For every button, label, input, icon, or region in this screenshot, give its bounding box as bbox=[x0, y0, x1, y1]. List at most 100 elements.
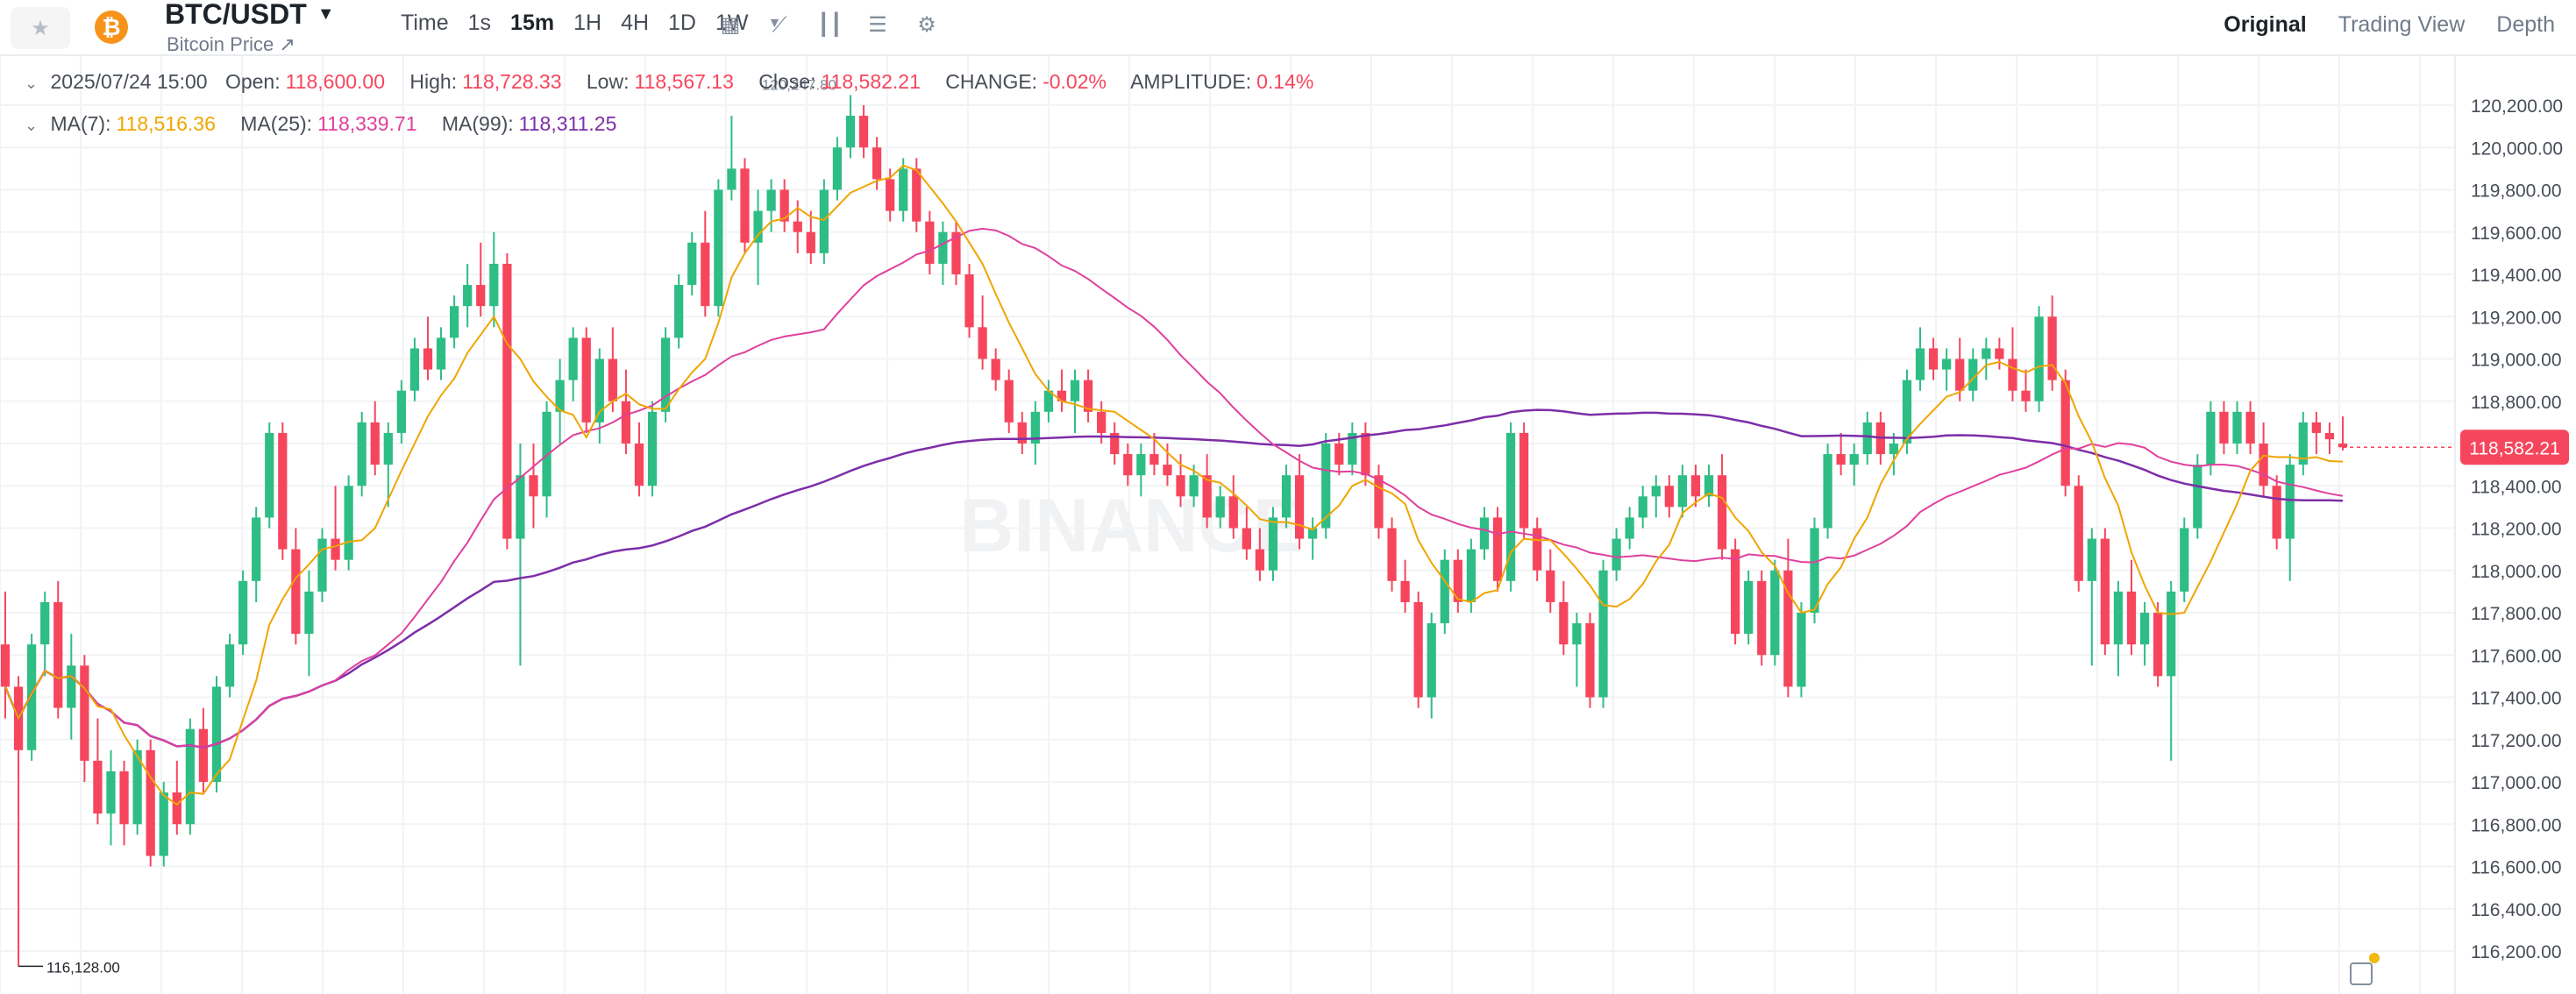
extreme-labels: 120,247.80 116,128.00 bbox=[18, 76, 836, 976]
candle-body bbox=[2285, 465, 2295, 539]
candle-body bbox=[1862, 422, 1872, 455]
candle-body bbox=[1321, 444, 1331, 529]
candle-body bbox=[1731, 549, 1740, 635]
pair-selector[interactable]: BTC/USDT ▼ bbox=[165, 0, 335, 31]
y-tick-label: 120,200.00 bbox=[2471, 96, 2563, 117]
candle-body bbox=[912, 168, 922, 222]
interval-1d[interactable]: 1D bbox=[668, 11, 696, 35]
candle-body bbox=[1928, 348, 1939, 370]
candle-body bbox=[1519, 432, 1529, 529]
indicators-icon[interactable]: ☰ bbox=[868, 13, 887, 37]
candle-body bbox=[383, 432, 393, 465]
candle-body bbox=[2139, 613, 2150, 645]
ma7-line bbox=[4, 164, 2344, 806]
candle-body bbox=[978, 327, 987, 359]
max-price-label: 120,247.80 bbox=[762, 76, 836, 93]
notes-icon[interactable] bbox=[2350, 962, 2373, 985]
interval-selector: Time 1s 15m 1H 4H 1D 1W ▼ bbox=[391, 11, 791, 36]
candle-body bbox=[608, 359, 617, 401]
favorite-star-icon[interactable]: ★ bbox=[11, 7, 70, 49]
last-price-badge bbox=[2460, 430, 2569, 465]
price-axis: 120,200.00 120,000.00 119,800.00 119,600.00… bbox=[2343, 56, 2569, 994]
y-tick-label: 117,600.00 bbox=[2471, 646, 2562, 666]
candle-body bbox=[211, 686, 222, 782]
interval-1s[interactable]: 1s bbox=[467, 11, 492, 35]
candle-body bbox=[159, 792, 168, 856]
y-tick-label: 119,200.00 bbox=[2471, 308, 2562, 328]
candlestick-icon[interactable]: ┃┃ bbox=[817, 13, 843, 37]
interval-1h[interactable]: 1H bbox=[573, 11, 602, 35]
candle-body bbox=[2126, 591, 2137, 645]
pair-name: BTC/USDT bbox=[165, 0, 307, 30]
candle-body bbox=[1361, 432, 1370, 476]
interval-4h[interactable]: 4H bbox=[621, 11, 650, 35]
candle-body bbox=[1017, 422, 1027, 444]
candle-body bbox=[542, 411, 551, 497]
candle-body bbox=[1942, 359, 1952, 370]
candle-body bbox=[1242, 528, 1251, 550]
chevron-down-icon[interactable]: ⌄ bbox=[25, 75, 39, 92]
change-label: CHANGE: bbox=[945, 70, 1038, 93]
candle-body bbox=[2021, 390, 2031, 401]
view-original[interactable]: Original bbox=[2224, 12, 2307, 37]
close-value: 118,582.21 bbox=[821, 70, 921, 93]
candle-body bbox=[832, 147, 843, 190]
interval-time[interactable]: Time bbox=[401, 11, 449, 35]
last-price-label: 118,582.21 bbox=[2469, 438, 2560, 458]
top-toolbar: ★ ₿ BTC/USDT ▼ Bitcoin Price ↗ Time 1s 1… bbox=[0, 0, 2576, 56]
candle-body bbox=[2060, 380, 2070, 486]
y-tick-label: 119,000.00 bbox=[2471, 351, 2562, 371]
candle-body bbox=[2298, 422, 2308, 465]
view-trading-view[interactable]: Trading View bbox=[2338, 12, 2466, 37]
candle-body bbox=[714, 189, 723, 307]
candle-body bbox=[516, 475, 525, 539]
candle-body bbox=[1479, 517, 1490, 550]
candle-body bbox=[687, 242, 697, 286]
candle-body bbox=[2338, 444, 2348, 448]
low-label: Low: bbox=[586, 70, 630, 93]
candle-body bbox=[1797, 613, 1806, 687]
candle-body bbox=[423, 348, 433, 370]
y-tick-label: 118,000.00 bbox=[2471, 562, 2562, 582]
more-intervals-chevron-icon[interactable]: ▼ bbox=[767, 15, 782, 31]
candle-body bbox=[172, 792, 181, 825]
view-depth[interactable]: Depth bbox=[2496, 12, 2555, 37]
settings-gear-icon[interactable]: ⚙ bbox=[917, 13, 936, 37]
candle-body bbox=[1149, 454, 1159, 465]
candle-body bbox=[409, 348, 420, 391]
candle-body bbox=[27, 644, 37, 750]
candle-body bbox=[845, 116, 856, 148]
candle-body bbox=[2193, 465, 2202, 529]
y-tick-label: 119,600.00 bbox=[2471, 224, 2562, 244]
candle-body bbox=[2087, 538, 2096, 581]
candle-body bbox=[238, 580, 248, 645]
interval-1w[interactable]: 1W bbox=[715, 11, 749, 35]
candle-body bbox=[463, 285, 473, 307]
candle-body bbox=[252, 517, 261, 581]
ma99-label: MA(99): bbox=[441, 112, 514, 135]
candle-body bbox=[1690, 475, 1701, 497]
candle-body bbox=[740, 168, 750, 243]
chevron-down-icon[interactable]: ⌄ bbox=[25, 117, 39, 134]
candle-body bbox=[1308, 528, 1318, 539]
calendar-icon[interactable]: ▦ bbox=[720, 13, 741, 37]
pair-subtitle-link[interactable]: Bitcoin Price ↗ bbox=[167, 33, 295, 55]
high-label: High: bbox=[409, 70, 458, 93]
candle-body bbox=[2272, 486, 2281, 539]
candle-body bbox=[185, 728, 195, 825]
candle-body bbox=[899, 168, 908, 211]
bitcoin-logo-icon: ₿ bbox=[95, 11, 128, 44]
interval-15m[interactable]: 15m bbox=[510, 11, 555, 35]
ma7-label: MA(7): bbox=[50, 112, 111, 135]
candle-body bbox=[344, 486, 353, 560]
candle-body bbox=[2100, 538, 2110, 645]
open-value: 118,600.00 bbox=[285, 70, 385, 93]
line-chart-icon[interactable]: ⟋ bbox=[772, 12, 787, 37]
candle-body bbox=[2206, 411, 2216, 465]
candle-body bbox=[1215, 496, 1225, 518]
candle-body bbox=[1070, 380, 1080, 401]
candlestick-chart[interactable]: BINANCE 120,200.00 120,000.00 119,800.00 11… bbox=[0, 56, 2576, 994]
candle-body bbox=[1638, 496, 1647, 518]
candle-body bbox=[872, 147, 882, 180]
chart-tools: ▦ ⟋ ┃┃ ☰ ⚙ bbox=[719, 12, 938, 38]
